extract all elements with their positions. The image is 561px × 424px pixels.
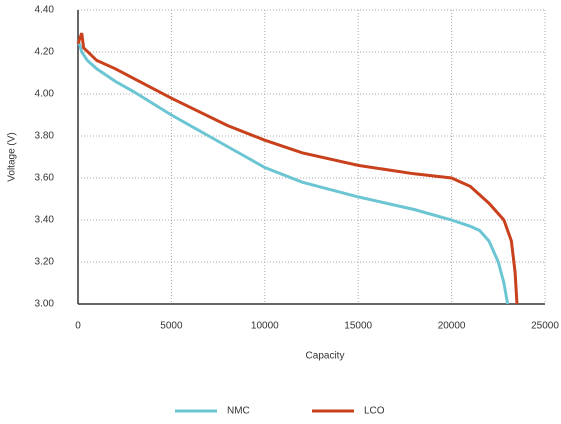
y-tick-label: 3.00	[35, 299, 55, 310]
y-tick-label: 3.60	[35, 173, 55, 184]
y-axis-label: Voltage (V)	[7, 132, 18, 181]
y-tick-label: 3.40	[35, 215, 55, 226]
y-tick-label: 4.40	[35, 5, 55, 16]
x-axis-label: Capacity	[306, 351, 345, 362]
y-tick-label: 3.80	[35, 131, 55, 142]
x-tick-label: 5000	[160, 321, 183, 332]
x-tick-label: 25000	[531, 321, 559, 332]
y-tick-label: 3.20	[35, 257, 55, 268]
y-tick-label: 4.20	[35, 47, 55, 58]
data-line	[76, 38, 510, 305]
x-tick-label: 20000	[438, 321, 466, 332]
legend-label: NMC	[227, 406, 250, 417]
legend-label: LCO	[364, 406, 385, 417]
x-tick-label: 10000	[251, 321, 279, 332]
y-tick-label: 4.00	[35, 89, 55, 100]
data-line	[76, 32, 519, 305]
x-tick-label: 15000	[344, 321, 372, 332]
x-tick-label: 0	[75, 321, 81, 332]
